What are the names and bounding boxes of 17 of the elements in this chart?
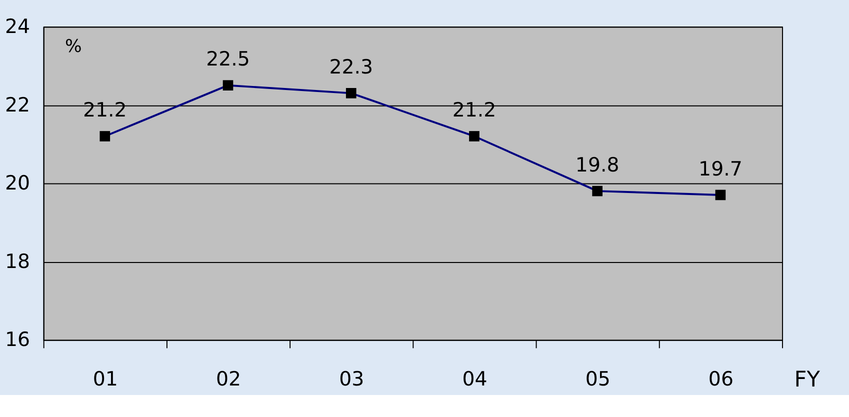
x-tick-label: 05 [585, 368, 610, 391]
data-label: 22.3 [329, 55, 374, 78]
x-tick-label: 01 [92, 368, 118, 391]
y-tick-label: 16 [4, 328, 30, 352]
y-tick-label: 18 [4, 250, 30, 273]
x-tick-label: 04 [462, 368, 488, 391]
x-tick-label: 03 [339, 368, 364, 391]
data-label: 19.7 [698, 157, 742, 180]
x-tick-label: 06 [708, 368, 734, 391]
y-tick-label: 20 [4, 172, 30, 195]
data-label: 19.8 [575, 153, 620, 176]
x-axis-title: FY [794, 368, 821, 393]
x-tick-label: 02 [216, 368, 242, 391]
annotation: % [65, 37, 82, 58]
y-tick-label: 24 [4, 15, 30, 38]
data-label: 22.5 [206, 48, 250, 71]
y-tick-label: 22 [4, 93, 30, 116]
